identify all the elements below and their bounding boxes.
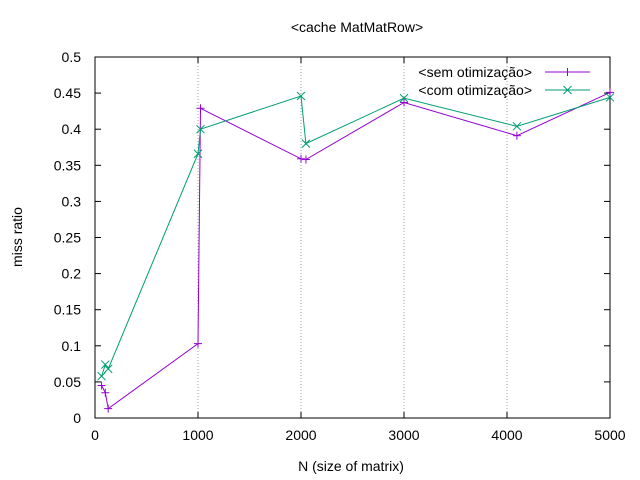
y-tick-label: 0.15 [54, 302, 81, 318]
data-point-sem [512, 131, 521, 140]
y-tick-label: 0.45 [54, 85, 81, 101]
data-point-com [605, 93, 615, 102]
data-point-sem [400, 98, 408, 107]
y-tick-label: 0.2 [62, 266, 82, 282]
y-tick-label: 0.5 [62, 49, 82, 65]
y-tick-label: 0.05 [54, 374, 81, 390]
data-point-com [100, 360, 110, 369]
x-tick-label: 4000 [491, 427, 522, 443]
data-point-com [196, 124, 205, 134]
series-line-com [101, 95, 611, 377]
data-point-sem [301, 155, 310, 164]
x-tick-label: 1000 [182, 427, 213, 443]
legend-label-com: <com otimização> [418, 82, 532, 98]
x-tick-label: 3000 [388, 427, 419, 443]
x-tick-label: 0 [91, 427, 99, 443]
chart-title: <cache MatMatRow> [291, 19, 423, 35]
y-tick-label: 0.1 [62, 338, 82, 354]
data-point-com [399, 93, 409, 103]
y-tick-label: 0.4 [62, 121, 82, 137]
data-point-sem [196, 104, 205, 113]
grid [197, 57, 508, 418]
legend-marker-com [563, 85, 572, 95]
x-tick-label: 2000 [285, 427, 316, 443]
y-tick-label: 0.3 [62, 193, 82, 209]
series-group [97, 88, 615, 413]
data-point-sem [104, 404, 113, 413]
data-point-com [296, 91, 306, 101]
data-point-com [193, 149, 203, 159]
axis-ticks: 0 1000 2000 3000 4000 5000 0 0.05 0.1 0.15 0.2 0.25… [54, 49, 626, 443]
data-point-sem [606, 88, 614, 97]
data-point-com [97, 371, 106, 381]
legend: <sem otimização> <com otimização> [418, 64, 590, 98]
y-tick-label: 0.35 [54, 157, 81, 173]
legend-label-sem: <sem otimização> [418, 64, 532, 80]
data-point-com [301, 139, 311, 148]
series-line-sem [101, 91, 611, 410]
x-axis-label: N (size of matrix) [298, 458, 404, 474]
data-point-sem [101, 388, 110, 397]
legend-marker-sem [563, 68, 572, 76]
data-point-com [512, 121, 522, 131]
data-point-sem [297, 154, 305, 163]
data-point-sem [97, 381, 106, 390]
x-tick-label: 5000 [594, 427, 625, 443]
plot-frame [94, 56, 611, 419]
data-point-sem [194, 339, 202, 348]
y-tick-label: 0 [73, 410, 81, 426]
y-axis-label: miss ratio [9, 207, 25, 267]
y-tick-label: 0.25 [54, 230, 81, 246]
data-point-com [103, 364, 113, 374]
